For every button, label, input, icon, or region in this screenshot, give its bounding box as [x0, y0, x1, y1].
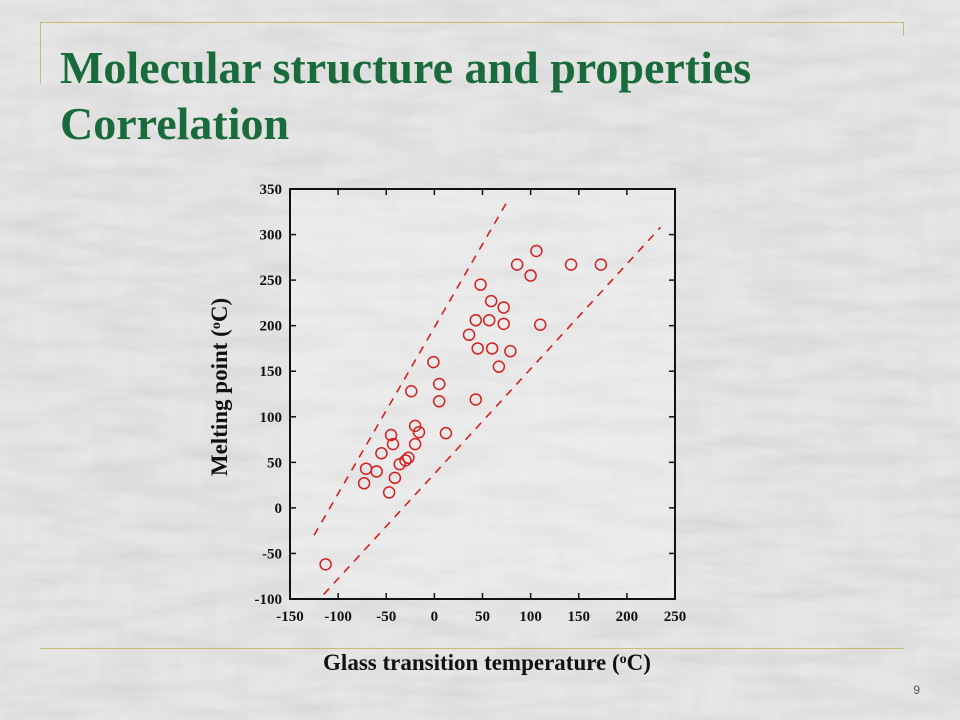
scatter-point	[386, 437, 400, 451]
x-tick-label: 100	[519, 609, 542, 625]
data-points	[319, 244, 608, 571]
scatter-point	[439, 426, 453, 440]
scatter-point	[564, 258, 578, 271]
scatter-point	[384, 428, 398, 442]
scatter-point	[412, 426, 426, 439]
scatter-point	[402, 451, 415, 465]
scatter-point	[469, 393, 483, 406]
scatter-point	[484, 294, 498, 308]
scatter-point	[432, 395, 446, 408]
plot-background	[290, 189, 675, 599]
scatter-point	[594, 258, 608, 271]
scatter-point	[462, 328, 476, 342]
scatter-point	[482, 313, 496, 327]
y-tick-label: 250	[260, 273, 283, 289]
scatter-point	[510, 258, 524, 271]
x-tick-label: 200	[616, 609, 639, 625]
frame-bottom-line	[40, 648, 904, 649]
x-tick-label: -100	[324, 609, 352, 625]
y-tick-label: -100	[255, 592, 283, 608]
frame-left-line	[40, 22, 41, 84]
frame-right-tick	[903, 22, 904, 36]
scatter-point	[399, 454, 412, 467]
y-tick-label: -50	[262, 546, 282, 562]
scatter-point	[471, 342, 484, 355]
guide-lines	[313, 202, 662, 595]
scatter-point	[408, 437, 422, 451]
y-tick-label: 0	[275, 501, 283, 517]
x-tick-label: -50	[376, 609, 396, 625]
scatter-chart: -150 -100 -50 0 50 100 150 200 250-100-500501001…	[207, 182, 687, 675]
y-axis-title: Melting point (oC)	[207, 298, 232, 476]
x-tick-label: 50	[475, 609, 490, 625]
axes: -150 -100 -50 0 50 100 150 200 250-100-500501001…	[255, 182, 687, 625]
x-tick-label: -150	[276, 609, 304, 625]
scatter-point	[375, 446, 388, 460]
scatter-point	[427, 355, 440, 369]
x-tick-label: 0	[431, 609, 439, 625]
scatter-point	[485, 342, 499, 355]
scatter-point	[319, 558, 332, 571]
y-tick-label: 350	[260, 182, 283, 198]
scatter-point	[504, 344, 517, 358]
scatter-point	[388, 471, 402, 485]
y-tick-label: 100	[260, 410, 283, 426]
frame-top-line	[40, 22, 904, 23]
scatter-point	[432, 377, 446, 391]
scatter-point	[357, 477, 371, 490]
page-number: 9	[913, 683, 920, 697]
y-tick-label: 50	[267, 455, 282, 471]
scatter-point	[370, 465, 383, 478]
x-axis-title: Glass transition temperature (oC)	[323, 650, 651, 675]
scatter-point	[497, 317, 510, 331]
scatter-point	[382, 486, 396, 499]
scatter-point	[530, 244, 543, 258]
scatter-point	[408, 419, 422, 433]
y-tick-label: 300	[260, 228, 283, 244]
scatter-point	[405, 385, 418, 398]
scatter-point	[497, 301, 510, 314]
dashed-guide-line	[313, 202, 508, 536]
x-tick-label: 250	[664, 609, 687, 625]
scatter-point	[524, 269, 537, 282]
x-tick-label: 150	[568, 609, 591, 625]
scatter-point	[492, 360, 506, 373]
y-tick-label: 200	[260, 319, 283, 335]
scatter-point	[534, 318, 547, 332]
scatter-point	[469, 313, 483, 327]
y-tick-label: 150	[260, 364, 283, 380]
scatter-point	[474, 278, 487, 291]
slide-title: Molecular structure and properties Corre…	[60, 42, 752, 149]
